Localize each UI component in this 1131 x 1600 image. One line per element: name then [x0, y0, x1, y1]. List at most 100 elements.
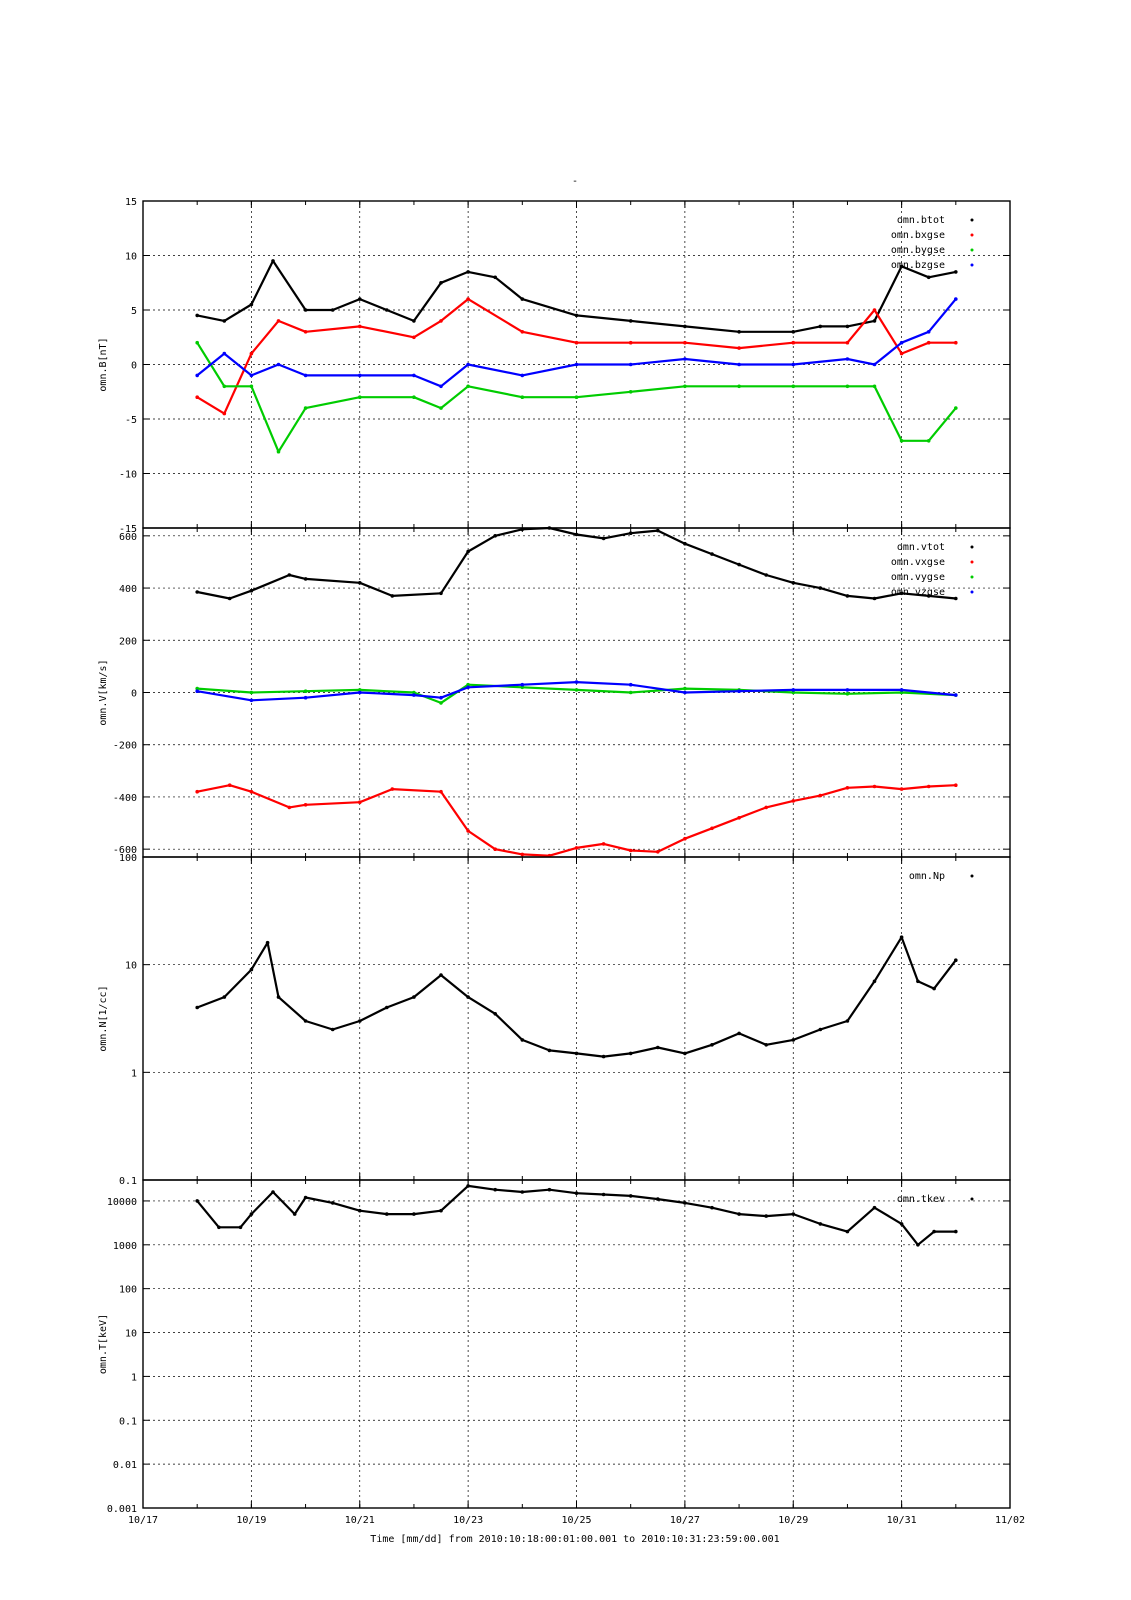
data-point: [195, 689, 199, 693]
y-axis-label: omn.N[1/cc]: [98, 985, 109, 1051]
data-point: [303, 1019, 308, 1023]
data-point: [330, 1201, 335, 1205]
data-point: [791, 690, 796, 695]
data-point: [466, 829, 470, 833]
y-tick-label: 10: [125, 252, 137, 263]
data-point: [737, 816, 741, 820]
data-point: [628, 362, 633, 367]
legend-marker: [970, 218, 974, 222]
data-point: [195, 789, 199, 794]
data-point: [818, 1222, 823, 1226]
data-point: [547, 1048, 552, 1053]
data-point: [791, 688, 796, 692]
data-point: [520, 527, 525, 532]
data-point: [249, 588, 254, 593]
data-point: [574, 340, 579, 345]
series-line-omn-btot: [196, 259, 957, 333]
data-point: [683, 541, 687, 546]
data-point: [439, 384, 443, 389]
data-point: [683, 384, 687, 389]
data-point: [926, 594, 931, 598]
data-point: [520, 330, 525, 334]
data-point: [439, 406, 443, 410]
data-point: [737, 346, 741, 350]
data-point: [466, 297, 470, 301]
data-point: [520, 297, 525, 301]
data-point: [390, 594, 395, 598]
data-point: [710, 826, 714, 831]
data-point: [845, 324, 850, 329]
data-point: [412, 335, 416, 340]
series-line-omn-bxgse: [196, 298, 956, 415]
data-point: [249, 373, 254, 378]
legend-marker: [970, 263, 974, 267]
data-point: [574, 313, 579, 318]
data-point: [390, 787, 395, 791]
data-point: [845, 786, 850, 790]
legend-marker: [970, 575, 974, 579]
data-point: [195, 1199, 199, 1203]
data-point: [217, 1225, 221, 1230]
data-point: [493, 1012, 498, 1016]
y-axis-label: omn.T[keV]: [98, 1314, 109, 1374]
legend-marker: [970, 233, 974, 237]
x-tick-label: 10/21: [345, 1515, 375, 1526]
x-axis: 10/17 10/19 10/21 10/23 10/25 10/27 10/29 10/31…: [128, 1515, 1025, 1526]
y-tick-label: -600: [113, 845, 137, 856]
y-axis-label: omn.B[nT]: [98, 337, 109, 391]
data-point: [683, 836, 687, 841]
data-point: [303, 695, 308, 700]
y-axis-label: omn.V[km/s]: [98, 659, 109, 725]
data-point: [628, 682, 633, 687]
data-point: [845, 1229, 850, 1234]
data-point: [466, 995, 470, 999]
x-tick-label: 10/19: [236, 1515, 266, 1526]
data-point: [276, 319, 281, 323]
data-point: [899, 688, 904, 692]
data-point: [628, 340, 633, 345]
x-tick-label: 10/31: [887, 1515, 917, 1526]
data-point: [195, 395, 199, 400]
series-line-omn-vxgse: [196, 784, 956, 857]
panels: -15-10-5051015omn.B[nT]omn.btotomn.bxgse…: [98, 197, 1011, 1515]
data-point: [737, 562, 741, 567]
data-point: [520, 685, 525, 690]
x-tick-label: 10/23: [453, 1515, 483, 1526]
data-point: [710, 552, 714, 556]
data-point: [520, 852, 525, 857]
data-point: [737, 362, 741, 367]
data-point: [466, 1184, 470, 1188]
legend-label: omn.vygse: [891, 572, 945, 583]
data-point: [249, 351, 254, 356]
y-tick-label: 400: [119, 584, 137, 595]
data-point: [358, 395, 362, 400]
legend-label: omn.vtot: [897, 542, 945, 553]
data-point: [574, 688, 579, 692]
data-point: [764, 1043, 768, 1047]
data-point: [466, 549, 470, 554]
data-point: [330, 308, 335, 312]
legend-label: omn.bzgse: [891, 260, 945, 271]
data-point: [899, 787, 904, 791]
data-point: [358, 800, 362, 804]
data-point: [412, 1212, 416, 1216]
data-point: [683, 1201, 687, 1205]
data-point: [439, 701, 443, 705]
data-point: [547, 526, 552, 530]
data-point: [439, 591, 443, 596]
data-point: [276, 995, 281, 999]
data-point: [412, 395, 416, 400]
data-point: [845, 357, 850, 361]
data-point: [358, 581, 362, 585]
data-point: [954, 297, 958, 301]
x-tick-label: 10/27: [670, 1515, 700, 1526]
data-point: [493, 534, 498, 538]
data-point: [710, 1043, 714, 1047]
data-point: [574, 1051, 579, 1056]
data-point: [845, 384, 850, 389]
series-line-omn-vzgse: [197, 681, 956, 702]
data-point: [466, 270, 470, 274]
data-point: [466, 362, 470, 367]
data-point: [520, 1190, 525, 1194]
data-point: [493, 847, 498, 851]
